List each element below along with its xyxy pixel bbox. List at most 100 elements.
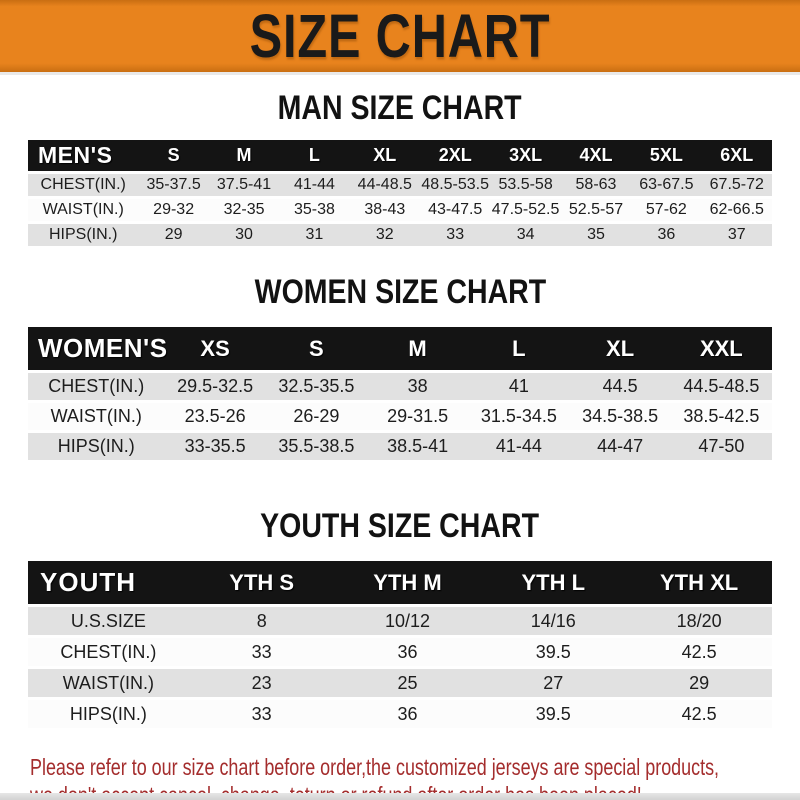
size-value-cell: 33 (188, 638, 335, 666)
size-value-cell: 41 (468, 373, 570, 400)
size-value-cell: 36 (631, 224, 702, 246)
size-value-cell: 25 (334, 669, 481, 697)
size-value-cell: 44-48.5 (349, 174, 420, 196)
size-value-cell: 14/16 (480, 607, 627, 635)
size-column-header: L (279, 140, 350, 171)
table-row: HIPS(IN.) 33 36 39.5 42.5 (28, 700, 772, 728)
size-value-cell: 35 (560, 224, 632, 246)
size-value-cell: 8 (188, 607, 335, 635)
man-section-heading: MAN SIZE CHART (0, 88, 800, 127)
size-value-cell: 35.5-38.5 (265, 433, 367, 460)
size-value-cell: 23.5-26 (164, 403, 266, 430)
size-value-cell: 62-66.5 (701, 199, 772, 221)
size-value-cell: 38.5-41 (366, 433, 469, 460)
size-chart-banner: SIZE CHART (0, 0, 800, 75)
size-value-cell: 57-62 (631, 199, 702, 221)
measurement-label: HIPS(IN.) (28, 700, 189, 728)
size-value-cell: 39.5 (480, 638, 627, 666)
size-value-cell: 41-44 (279, 174, 350, 196)
table-row: U.S.SIZE 8 10/12 14/16 18/20 (28, 607, 772, 635)
table-row: CHEST(IN.) 29.5-32.5 32.5-35.5 38 41 44.5 44.5… (28, 373, 772, 400)
size-value-cell: 63-67.5 (631, 174, 702, 196)
size-value-cell: 43-47.5 (420, 199, 491, 221)
measurement-label: WAIST(IN.) (28, 669, 189, 697)
table-title-cell: WOMEN'S (28, 327, 167, 370)
youth-size-chart-section: YOUTH SIZE CHART YOUTH YTH S YTH M YTH L YTH… (0, 505, 800, 731)
size-value-cell: 38-43 (349, 199, 420, 221)
women-section-heading-text: WOMEN SIZE CHART (254, 271, 546, 312)
measurement-label: CHEST(IN.) (28, 373, 165, 400)
table-row: HIPS(IN.) 33-35.5 35.5-38.5 38.5-41 41-44 44-… (28, 433, 772, 460)
size-value-cell: 39.5 (480, 700, 627, 728)
size-value-cell: 29-31.5 (366, 403, 469, 430)
size-value-cell: 35-37.5 (138, 174, 209, 196)
youth-section-heading: YOUTH SIZE CHART (0, 505, 800, 546)
size-column-header: YTH S (188, 561, 335, 604)
size-value-cell: 47-50 (670, 433, 772, 460)
measurement-label: U.S.SIZE (28, 607, 189, 635)
page-title: SIZE CHART (249, 1, 551, 71)
size-value-cell: 37 (701, 224, 772, 246)
size-value-cell: 31.5-34.5 (468, 403, 570, 430)
size-value-cell: 36 (334, 700, 481, 728)
size-column-header: 4XL (560, 140, 632, 171)
women-section-heading: WOMEN SIZE CHART (0, 271, 800, 312)
size-column-header: M (208, 140, 280, 171)
size-column-header: 6XL (701, 140, 772, 171)
size-column-header: XXL (670, 327, 772, 370)
youth-size-table: YOUTH YTH S YTH M YTH L YTH XL U.S.SIZE 8 10/12… (28, 558, 772, 731)
size-column-header: M (366, 327, 469, 370)
size-value-cell: 31 (279, 224, 350, 246)
size-value-cell: 27 (480, 669, 627, 697)
table-header-row: YOUTH YTH S YTH M YTH L YTH XL (28, 561, 772, 604)
size-value-cell: 36 (334, 638, 481, 666)
table-title-cell: YOUTH (28, 561, 189, 604)
size-column-header: 3XL (490, 140, 561, 171)
table-row: CHEST(IN.) 33 36 39.5 42.5 (28, 638, 772, 666)
man-size-chart-section: MAN SIZE CHART MEN'S S M L XL 2XL 3XL 4XL 5XL 6XL… (0, 88, 800, 249)
size-value-cell: 33 (188, 700, 335, 728)
size-value-cell: 41-44 (468, 433, 570, 460)
table-header-row: WOMEN'S XS S M L XL XXL (28, 327, 772, 370)
size-value-cell: 29 (138, 224, 209, 246)
measurement-label: WAIST(IN.) (28, 403, 165, 430)
size-value-cell: 38.5-42.5 (670, 403, 772, 430)
size-value-cell: 26-29 (265, 403, 367, 430)
size-value-cell: 52.5-57 (560, 199, 632, 221)
size-value-cell: 33-35.5 (164, 433, 266, 460)
table-row: WAIST(IN.) 23.5-26 26-29 29-31.5 31.5-34.5 34… (28, 403, 772, 430)
size-column-header: 5XL (631, 140, 702, 171)
size-value-cell: 48.5-53.5 (420, 174, 491, 196)
size-value-cell: 30 (208, 224, 280, 246)
measurement-label: CHEST(IN.) (28, 638, 189, 666)
table-row: CHEST(IN.) 35-37.5 37.5-41 41-44 44-48.5 48.5… (28, 174, 772, 196)
measurement-label: HIPS(IN.) (28, 224, 139, 246)
size-value-cell: 29.5-32.5 (164, 373, 266, 400)
measurement-label: CHEST(IN.) (28, 174, 139, 196)
measurement-label: HIPS(IN.) (28, 433, 165, 460)
size-column-header: XL (349, 140, 420, 171)
women-size-chart-section: WOMEN SIZE CHART WOMEN'S XS S M L XL XXL CHEST(… (0, 271, 800, 463)
size-value-cell: 32-35 (208, 199, 280, 221)
size-column-header: S (138, 140, 209, 171)
size-column-header: YTH XL (626, 561, 772, 604)
size-value-cell: 44.5-48.5 (670, 373, 772, 400)
table-header-row: MEN'S S M L XL 2XL 3XL 4XL 5XL 6XL (28, 140, 772, 171)
size-value-cell: 37.5-41 (208, 174, 280, 196)
measurement-label: WAIST(IN.) (28, 199, 139, 221)
size-column-header: YTH M (334, 561, 481, 604)
size-value-cell: 34 (490, 224, 561, 246)
size-column-header: S (265, 327, 367, 370)
order-policy-note-line1: Please refer to our size chart before or… (30, 754, 720, 780)
size-value-cell: 42.5 (626, 700, 772, 728)
size-value-cell: 10/12 (334, 607, 481, 635)
size-value-cell: 58-63 (560, 174, 632, 196)
table-row: WAIST(IN.) 23 25 27 29 (28, 669, 772, 697)
table-row: HIPS(IN.) 29 30 31 32 33 34 35 36 37 (28, 224, 772, 246)
size-column-header: L (468, 327, 570, 370)
size-value-cell: 29 (626, 669, 772, 697)
size-value-cell: 32.5-35.5 (265, 373, 367, 400)
youth-section-heading-text: YOUTH SIZE CHART (260, 505, 540, 546)
size-value-cell: 18/20 (626, 607, 772, 635)
